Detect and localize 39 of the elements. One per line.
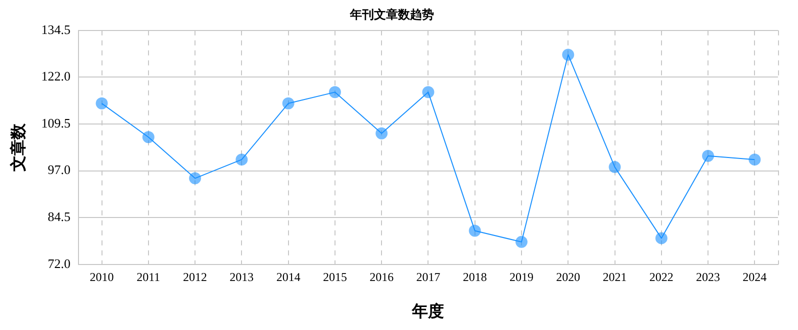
x-tick-label: 2021 [602,270,627,284]
x-tick-label: 2012 [183,270,208,284]
y-tick-label: 72.0 [48,256,70,271]
point [608,161,621,174]
x-tick-label: 2024 [742,270,767,284]
point [422,86,434,98]
x-tick-label: 2010 [90,270,114,284]
chart-title: 年刊文章数趋势 [349,7,434,22]
x-tick-label: 2023 [696,270,720,284]
point [562,48,574,61]
y-axis-title: 文章数 [10,122,28,172]
x-tick-label: 2013 [230,270,254,284]
y-tick-label: 134.5 [41,22,70,37]
x-tick-label: 2018 [462,270,487,284]
y-tick-label: 97.0 [48,162,70,178]
y-tick-label: 109.5 [41,115,70,130]
point [516,236,528,248]
point [282,97,294,110]
point [236,154,248,166]
x-tick-label: 2014 [276,270,300,284]
point [702,150,714,162]
y-tick-label: 84.5 [48,209,70,224]
point [376,127,388,140]
y-tick-label: 122.0 [41,68,70,84]
x-axis-title: 年度 [411,302,444,321]
x-tick-label: 2020 [556,270,580,284]
x-tick-label: 2015 [322,270,347,284]
point [142,131,154,144]
point [189,172,202,184]
x-tick-label: 2017 [416,270,440,284]
point [96,97,108,110]
point [655,232,668,244]
point [748,154,761,166]
x-tick-label: 2022 [649,270,674,284]
x-tick-label: 2011 [136,270,160,284]
point [328,86,341,98]
x-tick-label: 2019 [510,270,534,284]
x-tick-label: 2016 [370,270,394,284]
point [468,224,481,237]
